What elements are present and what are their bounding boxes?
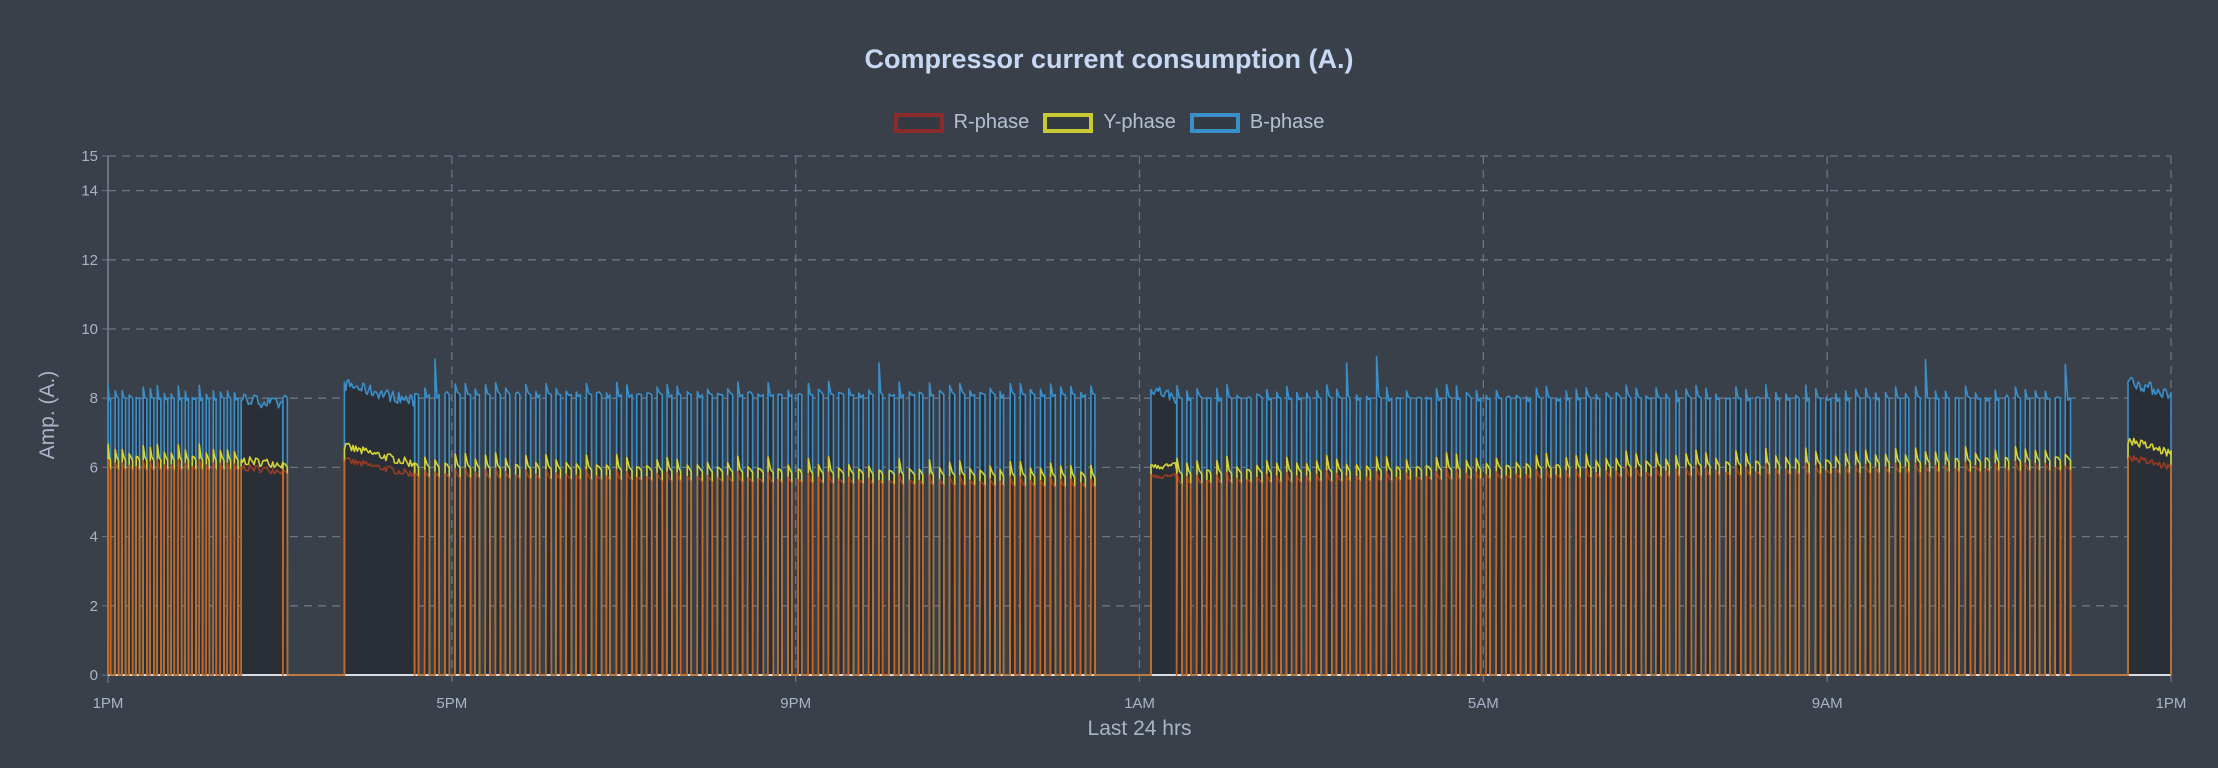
y-tick-label: 12 — [81, 252, 98, 269]
y-tick-label: 14 — [81, 183, 98, 200]
x-axis-label: Last 24 hrs — [1087, 717, 1192, 740]
y-tick-label: 15 — [81, 148, 98, 165]
legend-label: R-phase — [953, 111, 1030, 133]
y-tick-label: 2 — [90, 598, 98, 615]
y-phase-swatch — [1043, 112, 1094, 133]
legend-item-y-phase[interactable]: Y-phase — [1043, 111, 1176, 134]
legend-item-b-phase[interactable]: B-phase — [1189, 111, 1325, 134]
x-tick-label: 9PM — [780, 695, 811, 712]
chart-title: Compressor current consumption (A.) — [864, 44, 1354, 74]
y-tick-label: 8 — [90, 390, 98, 407]
y-tick-label: 10 — [81, 321, 98, 338]
legend-label: Y-phase — [1103, 111, 1176, 133]
legend-label: B-phase — [1249, 111, 1325, 133]
x-tick-label: 5PM — [436, 695, 467, 712]
y-tick-label: 0 — [90, 667, 98, 684]
x-tick-label: 5AM — [1468, 695, 1499, 712]
x-tick-label: 1PM — [2156, 695, 2187, 712]
r-phase-swatch — [893, 112, 944, 133]
legend-item-r-phase[interactable]: R-phase — [893, 111, 1030, 134]
x-tick-label: 9AM — [1812, 695, 1843, 712]
y-tick-label: 6 — [90, 459, 98, 476]
y-axis-label: Amp. (A.) — [36, 370, 59, 460]
x-tick-label: 1PM — [93, 695, 124, 712]
x-tick-label: 1AM — [1124, 695, 1155, 712]
r-phase-line — [107, 455, 2172, 676]
b-phase-area — [108, 356, 2171, 675]
legend: R-phase Y-phase B-phase — [0, 111, 2218, 134]
b-phase-swatch — [1189, 112, 1240, 133]
y-tick-label: 4 — [90, 529, 98, 546]
